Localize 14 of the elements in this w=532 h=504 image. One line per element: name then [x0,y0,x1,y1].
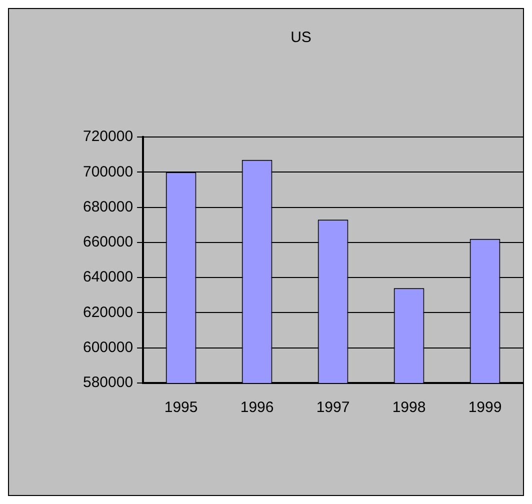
chart-title: US [290,29,312,46]
y-tick-label: 600000 [82,339,134,356]
y-tick-label: 720000 [82,128,134,146]
x-tick-label: 1999 [468,399,502,416]
x-tick-label: 1995 [164,399,198,416]
y-tick-label: 580000 [82,374,134,392]
x-tick-label: 1998 [392,399,426,416]
y-tick-label: 680000 [82,198,134,216]
y-tick-label: 660000 [82,234,134,251]
x-tick-label: 1997 [316,399,350,416]
y-tick-label: 700000 [82,163,134,180]
x-tick-label: 1996 [240,399,274,416]
y-tick-label: 620000 [82,304,134,321]
y-tick-label: 640000 [82,268,134,286]
